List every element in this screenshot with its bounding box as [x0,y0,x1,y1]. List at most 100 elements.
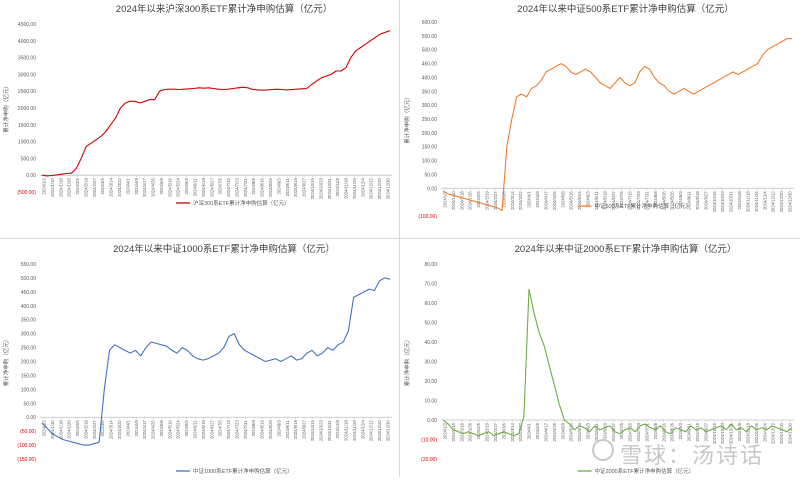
x-tick-label: 2024/1/10 [50,178,55,197]
x-tick-label: 2024/11/18 [745,191,750,212]
x-tick-label: 2024/9/27 [302,420,307,439]
x-tick-label: 2024/4/25 [151,178,156,197]
x-tick-label: 2024/5/24 [176,420,181,439]
x-tick-label: 2024/12/20 [779,191,784,213]
y-tick-label: 400.00 [422,75,438,81]
y-tick-label: 0.00 [26,173,36,179]
chart-title: 2024年以来沪深300系ETF累计净申购估算（亿元） [116,3,332,15]
x-tick-label: 2024/2/5 [75,420,80,437]
x-tick-label: 2024/10/23 [720,422,725,444]
x-tick-label: 2024/8/26 [268,178,273,197]
x-tick-label: 2024/7/15 [628,191,633,210]
y-tick-label: (100.00) [17,443,36,449]
x-tick-label: 2024/12/4 [762,191,767,210]
x-tick-label: 2024/7/31 [644,422,649,441]
chart-svg-zz1000: 2024年以来中证1000系ETF累计净申购估算（亿元） (150.00) (100… [2,243,392,475]
x-tick-label: 2024/6/27 [209,178,214,197]
x-tick-label: 2024/6/11 [594,422,599,441]
x-tick-label: 2024/6/27 [611,422,616,441]
x-tick-label: 2024/3/22 [518,422,523,441]
y-tick-label: 100.00 [422,159,438,165]
x-tick-label: 2024/8/8 [251,178,256,195]
y-tick-label: 4500.00 [18,22,36,28]
x-tick-label: 2024/9/3 [678,191,683,208]
y-tick-label: 350.00 [422,89,438,95]
y-tick-label: 500.00 [422,48,438,54]
chart-title: 2024年以来中证1000系ETF累计净申购估算（亿元） [113,243,335,255]
chart-svg-zz500: 2024年以来中证500系ETF累计净申购估算（亿元） (100.00) 0.00 5… [403,3,794,220]
x-tick-label: 2024/3/22 [117,178,122,197]
x-tick-label: 2024/12/12 [771,191,776,213]
x-tick-label: 2024/9/19 [695,191,700,210]
x-tick-label: 2024/6/3 [184,178,189,195]
x-tick-label: 2024/8/16 [260,420,265,439]
watermark: 雪球：汤诗话 [592,437,782,469]
legend-label: 中证1000系ETF累计净申购估算（亿元） [193,467,293,475]
chart-title: 2024年以来中证500系ETF累计净申购估算（亿元） [517,3,733,15]
x-tick-label: 2024/10/15 [712,191,717,213]
x-tick-label: 2024/10/31 [327,420,332,442]
x-tick-label: 2024/1/2 [42,178,47,195]
y-tick-label: (150.00) [17,457,36,463]
x-tick-label: 2024/8/26 [268,420,273,439]
x-tick-label: 2024/9/11 [285,420,290,439]
x-tick-label: 2024/5/16 [167,178,172,197]
x-tick-label: 2024/5/24 [577,191,582,210]
y-tick-label: 3500.00 [18,56,36,62]
y-tick-label: 100.00 [21,387,37,393]
x-tick-label: 2024/8/8 [653,191,658,208]
x-tick-label: 2024/4/17 [142,420,147,439]
x-tick-label: 2024/1/2 [443,191,448,208]
x-tick-label: 2024/9/3 [276,420,281,437]
y-tick-label: 4000.00 [18,39,36,45]
chart-panel-zz500: 2024年以来中证500系ETF累计净申购估算（亿元） (100.00) 0.00 5… [401,0,800,236]
x-tick-label: 2024/1/18 [58,178,63,197]
x-tick-label: 2024/9/19 [695,422,700,441]
y-tick-label: 2000.00 [18,106,36,112]
x-tick-label: 2024/2/27 [493,191,498,210]
x-tick-label: 2024/10/23 [318,178,323,200]
x-tick-label: 2024/4/9 [134,420,139,437]
y-axis-title: 累计净申购（亿元） [403,94,411,144]
x-tick-label: 2024/2/19 [83,420,88,439]
x-tick-label: 2024/5/16 [569,422,574,441]
x-tick-label: 2024/10/31 [729,422,734,444]
x-tick-label: 2024/6/19 [602,191,607,210]
x-tick-label: 2024/12/30 [788,191,793,213]
y-tick-label: 500.00 [21,276,37,282]
x-tick-label: 2024/2/19 [485,191,490,210]
x-tick-label: 2024/4/9 [134,178,139,195]
y-tick-label: 1500.00 [18,123,36,129]
y-tick-label: 450.00 [21,290,37,296]
y-tick-label: 250.00 [21,346,37,352]
x-tick-label: 2024/3/6 [100,178,105,195]
x-tick-label: 2024/12/30 [386,178,391,200]
x-tick-label: 2024/11/26 [352,420,357,441]
legend-label: 沪深300系ETF累计净申购估算（亿元） [193,199,290,207]
x-tick-label: 2024/1/10 [451,422,456,441]
x-tick-label: 2024/2/27 [493,422,498,441]
y-tick-label: 30.00 [424,360,437,366]
x-tick-label: 2024/8/8 [251,420,256,437]
x-tick-label: 2024/5/8 [560,422,565,439]
x-tick-label: 2024/6/27 [209,420,214,439]
y-tick-label: 0.00 [427,418,437,424]
x-tick-label: 2024/7/15 [226,178,231,197]
panel-divider-horizontal [0,238,800,239]
chart-panel-hs300: 2024年以来沪深300系ETF累计净申购估算（亿元） (500.00) 0.00 5… [0,0,398,236]
y-tick-label: 550.00 [21,262,37,268]
x-tick-label: 2024/7/23 [234,178,239,197]
x-tick-label: 2024/9/27 [302,178,307,197]
y-tick-label: 60.00 [424,301,437,307]
y-tick-label: 50.00 [23,401,36,407]
y-tick-label: 550.00 [422,34,438,40]
x-tick-label: 2024/10/15 [310,178,315,200]
x-tick-label: 2024/10/23 [720,191,725,213]
y-tick-label: 10.00 [424,399,437,405]
x-tick-label: 2024/11/26 [754,422,759,443]
x-tick-label: 2024/9/11 [285,178,290,197]
x-tick-label: 2024/4/25 [151,420,156,439]
y-tick-label: 40.00 [424,340,437,346]
x-tick-label: 2024/11/26 [754,191,759,212]
x-tick-label: 2024/4/9 [535,191,540,208]
